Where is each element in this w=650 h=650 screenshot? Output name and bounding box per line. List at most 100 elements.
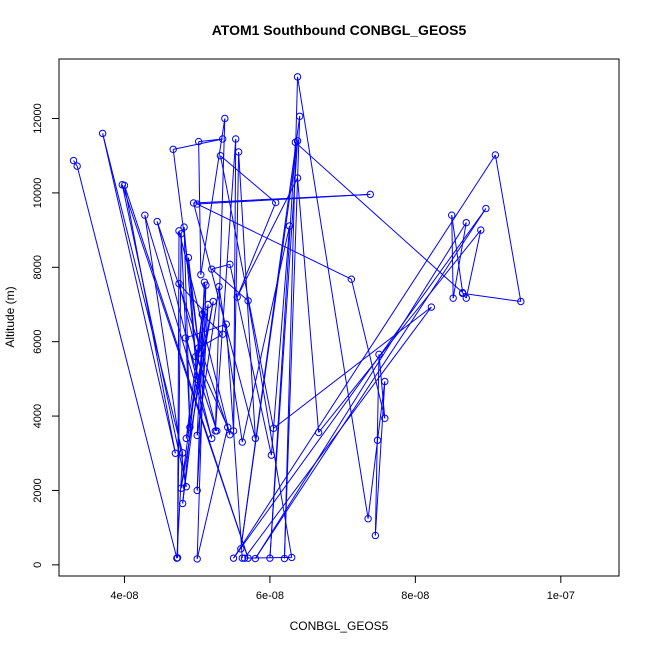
data-point bbox=[491, 151, 500, 159]
data-point bbox=[171, 449, 180, 457]
data-point bbox=[251, 554, 260, 563]
data-point bbox=[237, 545, 245, 553]
data-point bbox=[221, 114, 229, 123]
data-point bbox=[482, 204, 490, 213]
series-segment bbox=[374, 381, 386, 536]
data-point bbox=[69, 156, 78, 165]
y-axis: 0 2000 4000 6000 8000 10000 12000 bbox=[32, 103, 59, 568]
data-point bbox=[449, 294, 457, 302]
data-point bbox=[184, 253, 193, 262]
series-segment bbox=[244, 306, 432, 559]
data-point bbox=[285, 222, 294, 230]
data-point bbox=[118, 181, 126, 189]
series-segment bbox=[197, 193, 371, 205]
data-point bbox=[177, 230, 185, 238]
data-point bbox=[244, 554, 252, 562]
data-point bbox=[291, 138, 300, 147]
data-point bbox=[193, 431, 201, 440]
series-segment bbox=[196, 203, 352, 280]
series-segment bbox=[173, 138, 223, 150]
data-point bbox=[193, 200, 201, 208]
series-segment bbox=[462, 292, 521, 303]
data-point bbox=[234, 148, 243, 156]
data-point bbox=[458, 289, 467, 298]
data-point bbox=[208, 265, 216, 273]
data-point bbox=[194, 344, 203, 352]
series-points bbox=[69, 73, 525, 563]
series-segment bbox=[198, 333, 223, 349]
series-segment bbox=[238, 151, 256, 439]
data-point bbox=[181, 334, 190, 342]
data-point bbox=[233, 293, 241, 301]
data-point bbox=[180, 223, 188, 231]
series-segment bbox=[350, 279, 386, 419]
series-segment bbox=[102, 133, 184, 454]
data-point bbox=[213, 427, 221, 435]
series-segment bbox=[172, 149, 200, 353]
data-point bbox=[427, 303, 436, 311]
data-point bbox=[173, 554, 182, 562]
data-point bbox=[373, 436, 382, 444]
y-tick-label: 12000 bbox=[32, 103, 44, 134]
y-axis-label: Altitude (m) bbox=[3, 286, 17, 347]
data-point bbox=[98, 129, 107, 138]
data-point bbox=[238, 438, 246, 446]
data-point bbox=[240, 554, 249, 562]
series-segment bbox=[229, 264, 272, 456]
data-point bbox=[153, 217, 161, 226]
series-segment bbox=[236, 177, 298, 298]
data-point bbox=[186, 423, 194, 431]
y-tick-label: 10000 bbox=[32, 178, 44, 209]
data-point bbox=[182, 483, 190, 491]
data-point bbox=[375, 350, 383, 359]
x-axis: 4e-08 6e-08 8e-08 1e-07 bbox=[110, 576, 575, 602]
y-tick-label: 0 bbox=[32, 562, 44, 568]
data-point bbox=[364, 515, 372, 523]
series-segment bbox=[451, 215, 464, 293]
data-point bbox=[226, 260, 234, 269]
x-tick-label: 6e-08 bbox=[256, 590, 284, 602]
data-point bbox=[218, 135, 227, 143]
data-point bbox=[293, 174, 302, 182]
data-point bbox=[314, 428, 323, 437]
plot-frame bbox=[58, 58, 620, 577]
data-point bbox=[293, 137, 302, 145]
series-segment bbox=[200, 118, 226, 275]
data-point bbox=[169, 145, 177, 154]
data-point bbox=[193, 555, 201, 563]
data-point bbox=[177, 484, 185, 492]
series-segment bbox=[297, 76, 369, 519]
series-segment bbox=[236, 202, 277, 298]
series-segment bbox=[76, 165, 178, 559]
data-point bbox=[73, 162, 81, 170]
data-point bbox=[267, 451, 276, 459]
x-tick-label: 1e-07 bbox=[547, 590, 575, 602]
data-point bbox=[189, 199, 198, 207]
series-segment bbox=[196, 286, 220, 436]
series-segment bbox=[297, 177, 320, 433]
data-point bbox=[216, 152, 225, 160]
data-point bbox=[462, 294, 470, 302]
y-tick-label: 6000 bbox=[32, 329, 44, 353]
data-point bbox=[251, 434, 260, 443]
data-point bbox=[200, 308, 209, 316]
series-segment bbox=[218, 286, 243, 443]
x-axis-label: CONBGL_GEOS5 bbox=[290, 619, 389, 633]
data-point bbox=[269, 424, 278, 433]
series-segment bbox=[378, 354, 386, 419]
series-segment bbox=[233, 154, 496, 559]
data-point bbox=[381, 414, 389, 422]
x-tick-label: 4e-08 bbox=[110, 590, 138, 602]
series-segment bbox=[241, 225, 291, 443]
data-point bbox=[218, 330, 227, 338]
series-segment bbox=[452, 222, 467, 299]
series-segment bbox=[367, 440, 379, 519]
series-segment bbox=[273, 306, 432, 429]
data-point bbox=[229, 554, 238, 562]
data-point bbox=[238, 554, 246, 562]
series-lines bbox=[73, 76, 522, 560]
series-segment bbox=[201, 314, 223, 335]
series-segment bbox=[494, 154, 522, 302]
y-tick-label: 8000 bbox=[32, 255, 44, 279]
series-segment bbox=[180, 311, 205, 489]
